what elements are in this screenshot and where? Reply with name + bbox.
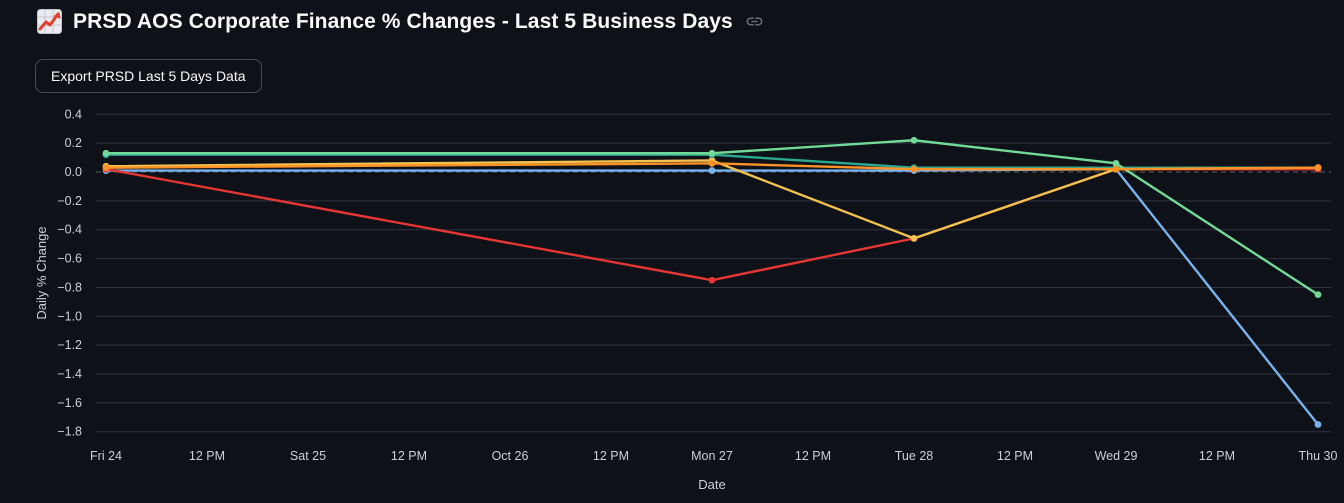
svg-text:−1.2: −1.2: [57, 338, 82, 352]
y-axis-tick-labels: 0.4 0.2 0.0 −0.2 −0.4 −0.6 −0.8 −1.0 −1.2 −1.4 −1.…: [57, 107, 82, 438]
svg-text:−1.4: −1.4: [57, 367, 82, 381]
point-series-yellow-Tue 28[interactable]: [910, 234, 918, 242]
point-series-orange-Mon 27[interactable]: [708, 159, 716, 167]
svg-text:12 PM: 12 PM: [997, 449, 1033, 463]
svg-text:0.2: 0.2: [65, 136, 82, 150]
svg-text:Sat 25: Sat 25: [290, 449, 326, 463]
point-series-green-Mon 27[interactable]: [708, 149, 716, 157]
line-series-blue: [104, 167, 1320, 426]
markers-series-red: [102, 165, 1322, 284]
svg-text:Thu 30: Thu 30: [1299, 449, 1338, 463]
link-icon[interactable]: [745, 12, 764, 31]
svg-text:−0.6: −0.6: [57, 252, 82, 266]
export-button[interactable]: Export PRSD Last 5 Days Data: [35, 59, 262, 93]
svg-text:−1.8: −1.8: [57, 425, 82, 439]
x-axis-tick-labels: Fri 24 12 PM Sat 25 12 PM Oct 26 12 PM Mon 27 1…: [90, 449, 1337, 463]
svg-text:Fri 24: Fri 24: [90, 449, 122, 463]
svg-text:Wed 29: Wed 29: [1095, 449, 1138, 463]
x-axis-title: Date: [698, 477, 725, 492]
svg-text:12 PM: 12 PM: [189, 449, 225, 463]
svg-text:0.0: 0.0: [65, 165, 82, 179]
y-gridlines: [96, 113, 1331, 433]
point-series-blue-Mon 27[interactable]: [708, 167, 716, 174]
markers-series-green: [102, 136, 1322, 299]
svg-text:12 PM: 12 PM: [795, 449, 831, 463]
point-series-red-Mon 27[interactable]: [708, 276, 716, 284]
svg-text:−1.0: −1.0: [57, 309, 82, 323]
svg-text:−1.6: −1.6: [57, 396, 82, 410]
page-header: PRSD AOS Corporate Finance % Changes - L…: [36, 8, 764, 35]
svg-text:Tue 28: Tue 28: [895, 449, 934, 463]
point-series-green-Tue 28[interactable]: [910, 136, 918, 144]
page-title: PRSD AOS Corporate Finance % Changes - L…: [73, 9, 733, 33]
point-series-orange-Tue 28[interactable]: [910, 165, 918, 173]
svg-text:−0.4: −0.4: [57, 223, 82, 237]
svg-text:0.4: 0.4: [65, 107, 82, 121]
point-series-green-Thu 30[interactable]: [1314, 291, 1322, 299]
markers-series-orange: [102, 159, 1322, 173]
y-axis-title: Daily % Change: [34, 226, 49, 319]
markers-series-blue: [102, 165, 1322, 428]
svg-text:12 PM: 12 PM: [1199, 449, 1235, 463]
svg-text:−0.2: −0.2: [57, 194, 82, 208]
svg-text:−0.8: −0.8: [57, 280, 82, 294]
svg-text:Oct 26: Oct 26: [492, 449, 529, 463]
point-series-blue-Thu 30[interactable]: [1314, 421, 1322, 428]
chart-increasing-emoji-icon: [36, 8, 63, 35]
point-series-green-Wed 29[interactable]: [1112, 159, 1120, 167]
point-series-orange-Wed 29[interactable]: [1112, 165, 1120, 173]
line-series-red: [104, 167, 1320, 282]
point-series-green-Fri 24[interactable]: [102, 149, 110, 157]
svg-text:12 PM: 12 PM: [391, 449, 427, 463]
svg-text:Mon 27: Mon 27: [691, 449, 733, 463]
point-series-orange-Thu 30[interactable]: [1314, 164, 1322, 172]
svg-text:12 PM: 12 PM: [593, 449, 629, 463]
point-series-orange-Fri 24[interactable]: [102, 164, 110, 172]
